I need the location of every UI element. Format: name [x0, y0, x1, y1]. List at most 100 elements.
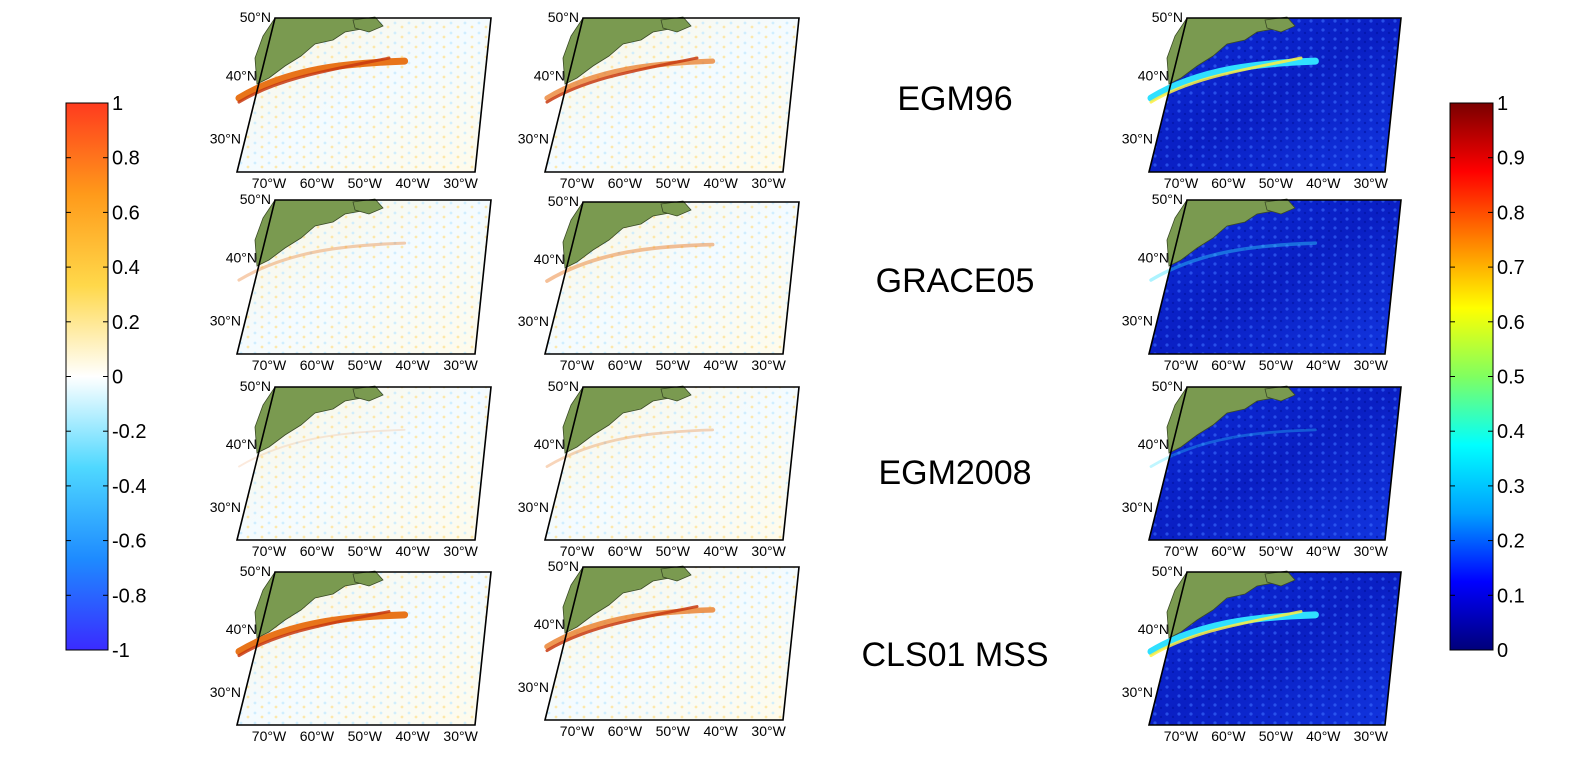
lon-tick-label: 60°W: [300, 728, 335, 744]
lon-tick-label: 70°W: [252, 175, 287, 191]
lon-tick-label: 30°W: [1354, 543, 1389, 559]
lon-tick-label: 30°W: [751, 543, 786, 559]
lat-tick-label: 50°N: [548, 558, 579, 574]
lat-tick-label: 40°N: [226, 621, 257, 637]
map-diff-b-grace05: 50°N 40°N 30°N 70°W 60°W 50°W 40°W 30°W: [518, 193, 800, 373]
lon-tick-label: 60°W: [608, 543, 643, 559]
lon-tick-label: 30°W: [443, 728, 478, 744]
map-diff-a-grace05: 50°N 40°N 30°N 70°W 60°W 50°W 40°W 30°W: [210, 191, 492, 373]
diverging-colorbar-tick: 0: [112, 367, 123, 389]
lat-tick-label: 50°N: [240, 9, 271, 25]
lon-tick-label: 50°W: [1259, 175, 1294, 191]
lat-tick-label: 50°N: [1152, 563, 1183, 579]
map-magnitude-egm96: 50°N 40°N 30°N 70°W 60°W 50°W 40°W 30°W: [1122, 9, 1402, 191]
lon-tick-label: 40°W: [396, 175, 431, 191]
lat-tick-label: 40°N: [1138, 621, 1169, 637]
lat-tick-label: 40°N: [226, 436, 257, 452]
lon-tick-label: 60°W: [608, 357, 643, 373]
lon-tick-label: 70°W: [560, 175, 595, 191]
lon-tick-label: 70°W: [1164, 543, 1199, 559]
lat-tick-label: 40°N: [534, 436, 565, 452]
lon-tick-label: 30°W: [1354, 357, 1389, 373]
lon-tick-label: 50°W: [1259, 357, 1294, 373]
lat-tick-label: 50°N: [548, 193, 579, 209]
diverging-colorbar-tick: -0.8: [112, 585, 146, 607]
sequential-colorbar-tick: 0.1: [1497, 585, 1525, 607]
lon-tick-label: 70°W: [560, 357, 595, 373]
diverging-colorbar-tick: -1: [112, 640, 130, 662]
lat-tick-label: 30°N: [210, 313, 241, 329]
lat-tick-label: 50°N: [1152, 191, 1183, 207]
sequential-colorbar-tick: 0.4: [1497, 421, 1525, 443]
lon-tick-label: 50°W: [348, 175, 383, 191]
sequential-colorbar-tick: 0.6: [1497, 312, 1525, 334]
map-magnitude-cls01-mss: 50°N 40°N 30°N 70°W 60°W 50°W 40°W 30°W: [1122, 563, 1402, 744]
lon-tick-label: 40°W: [1306, 728, 1341, 744]
lon-tick-label: 70°W: [560, 543, 595, 559]
lat-tick-label: 40°N: [1138, 250, 1169, 266]
lat-tick-label: 30°N: [518, 131, 549, 147]
lat-tick-label: 40°N: [534, 616, 565, 632]
lat-tick-label: 30°N: [1122, 499, 1153, 515]
model-label-egm96: EGM96: [897, 80, 1013, 118]
lon-tick-label: 70°W: [560, 723, 595, 739]
diverging-colorbar-tick: -0.6: [112, 531, 146, 553]
sequential-colorbar-tick: 0: [1497, 640, 1508, 662]
lon-tick-label: 70°W: [1164, 357, 1199, 373]
lat-tick-label: 40°N: [226, 68, 257, 84]
sequential-colorbar-tick: 0.2: [1497, 531, 1525, 553]
lon-tick-label: 30°W: [751, 175, 786, 191]
sequential-colorbar-tick: 0.8: [1497, 202, 1525, 224]
sequential-colorbar-tick: 1: [1497, 93, 1508, 115]
map-magnitude-grace05: 50°N 40°N 30°N 70°W 60°W 50°W 40°W 30°W: [1122, 191, 1402, 373]
lon-tick-label: 40°W: [704, 723, 739, 739]
lat-tick-label: 50°N: [1152, 378, 1183, 394]
diverging-colorbar-tick: 0.2: [112, 312, 140, 334]
lon-tick-label: 60°W: [300, 543, 335, 559]
lon-tick-label: 70°W: [1164, 175, 1199, 191]
diverging-colorbar-tick: 0.4: [112, 257, 140, 279]
lon-tick-label: 60°W: [300, 175, 335, 191]
lon-tick-label: 50°W: [348, 357, 383, 373]
lon-tick-label: 50°W: [1259, 543, 1294, 559]
map-diff-a-egm2008: 50°N 40°N 30°N 70°W 60°W 50°W 40°W 30°W: [210, 378, 492, 559]
lon-tick-label: 70°W: [252, 357, 287, 373]
lat-tick-label: 30°N: [210, 684, 241, 700]
map-diff-b-egm96: 50°N 40°N 30°N 70°W 60°W 50°W 40°W 30°W: [518, 9, 800, 191]
lon-tick-label: 30°W: [443, 357, 478, 373]
lon-tick-label: 40°W: [396, 728, 431, 744]
lon-tick-label: 50°W: [656, 543, 691, 559]
lon-tick-label: 70°W: [1164, 728, 1199, 744]
map-magnitude-egm2008: 50°N 40°N 30°N 70°W 60°W 50°W 40°W 30°W: [1122, 378, 1402, 559]
lon-tick-label: 60°W: [1211, 543, 1246, 559]
lat-tick-label: 30°N: [518, 679, 549, 695]
lon-tick-label: 60°W: [300, 357, 335, 373]
lat-tick-label: 50°N: [1152, 9, 1183, 25]
lon-tick-label: 40°W: [1306, 543, 1341, 559]
lon-tick-label: 50°W: [656, 175, 691, 191]
sequential-colorbar-tick: 0.9: [1497, 148, 1525, 170]
sequential-colorbar-tick: 0.3: [1497, 476, 1525, 498]
lon-tick-label: 30°W: [1354, 728, 1389, 744]
lon-tick-label: 60°W: [1211, 728, 1246, 744]
lon-tick-label: 60°W: [1211, 357, 1246, 373]
lon-tick-label: 70°W: [252, 543, 287, 559]
lon-tick-label: 30°W: [443, 175, 478, 191]
lat-tick-label: 50°N: [240, 563, 271, 579]
lat-tick-label: 30°N: [518, 499, 549, 515]
lon-tick-label: 30°W: [1354, 175, 1389, 191]
map-diff-a-cls01-mss: 50°N 40°N 30°N 70°W 60°W 50°W 40°W 30°W: [210, 563, 492, 744]
lon-tick-label: 50°W: [656, 723, 691, 739]
lon-tick-label: 30°W: [751, 357, 786, 373]
lat-tick-label: 50°N: [548, 378, 579, 394]
lon-tick-label: 30°W: [443, 543, 478, 559]
lon-tick-label: 30°W: [751, 723, 786, 739]
map-diff-b-egm2008: 50°N 40°N 30°N 70°W 60°W 50°W 40°W 30°W: [518, 378, 800, 559]
lon-tick-label: 50°W: [1259, 728, 1294, 744]
map-diff-b-cls01-mss: 50°N 40°N 30°N 70°W 60°W 50°W 40°W 30°W: [518, 558, 800, 739]
lon-tick-label: 40°W: [704, 175, 739, 191]
lon-tick-label: 60°W: [608, 175, 643, 191]
model-label-cls01-mss: CLS01 MSS: [861, 636, 1049, 674]
model-label-egm2008: EGM2008: [878, 454, 1032, 492]
lon-tick-label: 70°W: [252, 728, 287, 744]
